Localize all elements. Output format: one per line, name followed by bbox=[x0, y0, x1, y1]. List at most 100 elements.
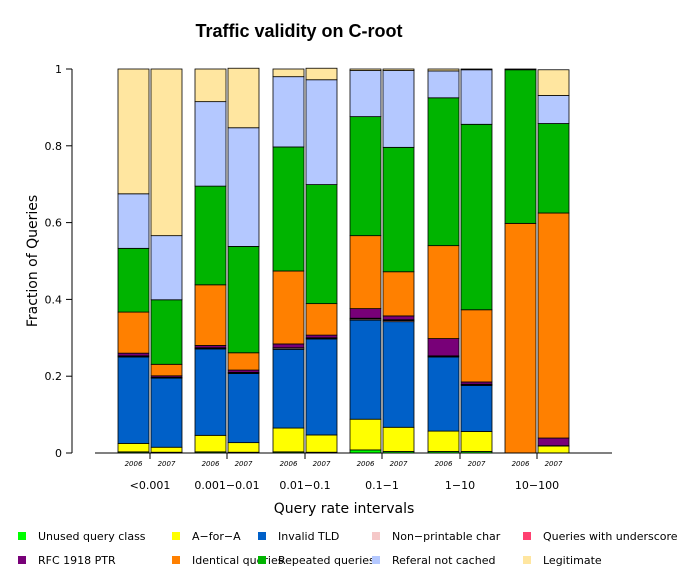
bar-0.001−0.01-2007 bbox=[227, 67, 260, 454]
legend-item: A−for−A bbox=[172, 527, 241, 545]
y-axis: 0 0.2 0.4 0.6 0.8 1 bbox=[45, 63, 73, 460]
bar-segment-identical-queries bbox=[305, 303, 338, 336]
legend-swatch bbox=[172, 556, 180, 564]
bar-segment-repeated-queries bbox=[272, 146, 305, 272]
bar-10−100-2006 bbox=[504, 68, 537, 454]
year-label: 2006 bbox=[357, 460, 375, 468]
legend-label: A−for−A bbox=[192, 529, 241, 543]
bar-segment-referal-not-cached bbox=[194, 101, 227, 187]
bar-segment-invalid-tld bbox=[150, 377, 183, 448]
legend-item: Referal not cached bbox=[372, 551, 495, 569]
y-tick-label: 0.2 bbox=[45, 370, 63, 383]
bar-segment-referal-not-cached bbox=[227, 127, 260, 247]
year-label: 2006 bbox=[202, 460, 220, 468]
bar-segment-identical-queries bbox=[194, 284, 227, 346]
bar-segment-identical-queries bbox=[150, 363, 183, 377]
year-label: 2006 bbox=[512, 460, 530, 468]
bar-segment-legitimate bbox=[117, 68, 150, 195]
y-tick-label: 0.8 bbox=[45, 140, 63, 153]
year-label: 2007 bbox=[235, 460, 253, 468]
bar-segment-referal-not-cached bbox=[150, 235, 183, 301]
bar-segment-legitimate bbox=[382, 68, 415, 71]
bar-<0.001-2006 bbox=[117, 68, 150, 454]
year-label: 2006 bbox=[280, 460, 298, 468]
bar-segment-identical-queries bbox=[537, 212, 570, 439]
legend-swatch bbox=[372, 532, 380, 540]
bar-segment-a-for-a bbox=[117, 442, 150, 453]
bar-segment-invalid-tld bbox=[194, 348, 227, 436]
year-label: 2006 bbox=[125, 460, 143, 468]
bar-0.01−0.1-2007 bbox=[305, 67, 338, 454]
chart-title: Traffic validity on C-root bbox=[195, 21, 402, 41]
bar-segment-referal-not-cached bbox=[349, 70, 382, 118]
bar-1−10-2007 bbox=[460, 68, 493, 454]
group-label: 0.01−0.1 bbox=[279, 479, 330, 492]
bar-0.01−0.1-2006 bbox=[272, 68, 305, 454]
bar-segment-legitimate bbox=[227, 67, 260, 129]
year-label: 2007 bbox=[390, 460, 408, 468]
group-label: 10−100 bbox=[515, 479, 559, 492]
bar-segment-a-for-a bbox=[272, 427, 305, 453]
legend-label: Invalid TLD bbox=[278, 529, 340, 543]
y-axis-label: Fraction of Queries bbox=[25, 195, 41, 327]
bar-0.1−1-2007 bbox=[382, 68, 415, 454]
bar-segment-repeated-queries bbox=[427, 97, 460, 247]
bar-segment-a-for-a bbox=[150, 446, 183, 453]
bar-segment-repeated-queries bbox=[349, 116, 382, 237]
bar-<0.001-2007 bbox=[150, 68, 183, 454]
bar-segment-rfc-1918-ptr bbox=[305, 334, 338, 339]
bar-segment-referal-not-cached bbox=[305, 79, 338, 185]
year-label: 2007 bbox=[468, 460, 486, 468]
bar-segment-repeated-queries bbox=[382, 146, 415, 273]
bar-0.001−0.01-2006 bbox=[194, 68, 227, 454]
bar-segment-legitimate bbox=[194, 68, 227, 103]
legend-swatch bbox=[372, 556, 380, 564]
bar-segment-repeated-queries bbox=[150, 299, 183, 365]
bar-segment-repeated-queries bbox=[305, 184, 338, 305]
bar-segment-identical-queries bbox=[272, 270, 305, 345]
legend-swatch bbox=[18, 532, 26, 540]
legend-swatch bbox=[523, 556, 531, 564]
bar-segment-rfc-1918-ptr bbox=[382, 315, 415, 321]
bar-segment-a-for-a bbox=[382, 426, 415, 452]
legend-label: Unused query class bbox=[38, 529, 146, 543]
x-axis-label: Query rate intervals bbox=[274, 501, 415, 517]
group-label: <0.001 bbox=[130, 479, 171, 492]
bar-segment-identical-queries bbox=[227, 352, 260, 371]
legend-item: Non−printable char bbox=[372, 527, 500, 545]
bar-segment-repeated-queries bbox=[117, 247, 150, 313]
bar-segment-rfc-1918-ptr bbox=[537, 437, 570, 447]
bar-segment-rfc-1918-ptr bbox=[427, 338, 460, 357]
y-tick-label: 0.4 bbox=[45, 293, 63, 306]
bar-segment-repeated-queries bbox=[460, 123, 493, 311]
bar-segment-identical-queries bbox=[504, 222, 537, 454]
legend-item: Legitimate bbox=[523, 551, 602, 569]
year-label: 2007 bbox=[313, 460, 331, 468]
legend-item: Queries with underscore bbox=[523, 527, 678, 545]
bar-segment-a-for-a bbox=[227, 442, 260, 453]
y-tick-label: 0.6 bbox=[45, 217, 63, 230]
bar-segment-invalid-tld bbox=[382, 321, 415, 428]
bar-segment-a-for-a bbox=[349, 418, 382, 451]
bar-segment-referal-not-cached bbox=[460, 69, 493, 125]
bar-segment-referal-not-cached bbox=[537, 95, 570, 124]
group-label: 0.001−0.01 bbox=[194, 479, 259, 492]
bar-segment-repeated-queries bbox=[194, 185, 227, 286]
bar-segment-referal-not-cached bbox=[382, 70, 415, 148]
legend-item: Unused query class bbox=[18, 527, 146, 545]
bar-segment-identical-queries bbox=[460, 309, 493, 383]
bar-segment-identical-queries bbox=[427, 245, 460, 339]
bar-segment-a-for-a bbox=[537, 445, 570, 454]
bar-segment-rfc-1918-ptr bbox=[272, 343, 305, 349]
bar-segment-identical-queries bbox=[117, 311, 150, 354]
bar-segment-a-for-a bbox=[427, 430, 460, 452]
bar-segment-a-for-a bbox=[305, 434, 338, 453]
bar-segment-invalid-tld bbox=[272, 348, 305, 429]
group-label: 1−10 bbox=[445, 479, 475, 492]
bar-segment-a-for-a bbox=[194, 434, 227, 453]
bar-segment-legitimate bbox=[427, 68, 460, 72]
bar-segment-invalid-tld bbox=[349, 319, 382, 420]
bar-segment-invalid-tld bbox=[460, 385, 493, 432]
bar-segment-referal-not-cached bbox=[117, 193, 150, 249]
